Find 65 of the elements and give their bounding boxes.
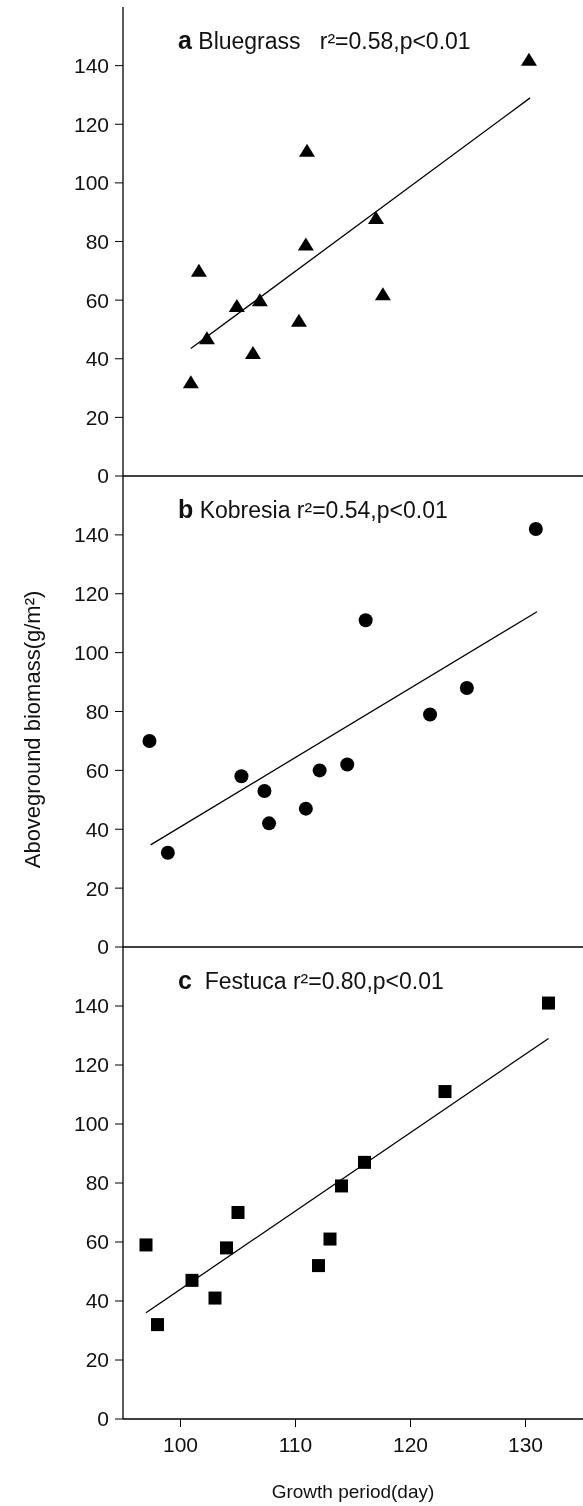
point <box>190 263 207 277</box>
y-tick-label: 80 <box>85 1171 109 1195</box>
point <box>368 211 384 225</box>
x-axis-title: Growth period(day) <box>271 1481 435 1502</box>
point <box>231 1206 245 1219</box>
point <box>358 613 373 628</box>
point <box>374 287 391 301</box>
text: a Bluegrass r²=0.58,p<0.01 <box>178 26 471 54</box>
y-tick-label: 40 <box>85 817 109 841</box>
y-tick-label: 0 <box>97 464 109 488</box>
y-tick-label: 60 <box>85 288 109 312</box>
point <box>312 1259 325 1273</box>
y-tick-label: 100 <box>73 171 109 195</box>
y-tick-label: 100 <box>73 1112 109 1136</box>
x-tick-label: 130 <box>507 1432 544 1456</box>
point <box>323 1232 337 1246</box>
y-tick-label: 20 <box>85 405 109 429</box>
point <box>220 1241 233 1255</box>
y-tick-label: 140 <box>73 523 109 547</box>
point <box>528 521 543 536</box>
point <box>423 707 438 722</box>
point <box>182 375 199 389</box>
text: c Festuca r²=0.80,p<0.01 <box>178 966 444 994</box>
point <box>299 143 315 157</box>
point <box>234 769 249 784</box>
y-tick-label: 0 <box>97 1407 109 1431</box>
point <box>139 1238 153 1252</box>
x-tick-label: 120 <box>392 1432 429 1456</box>
point <box>520 52 537 66</box>
point <box>142 733 157 748</box>
y-tick-label: 20 <box>85 876 109 900</box>
y-tick-label: 60 <box>85 1230 109 1254</box>
y-tick-label: 40 <box>85 1289 109 1313</box>
point <box>340 757 355 772</box>
point <box>228 298 245 312</box>
point <box>290 313 307 327</box>
y-tick-label: 40 <box>85 347 109 371</box>
point <box>208 1291 222 1305</box>
y-tick-label: 120 <box>73 582 109 606</box>
y-tick-label: 0 <box>97 935 109 959</box>
point <box>438 1085 452 1099</box>
y-tick-label: 80 <box>85 699 109 723</box>
point <box>160 845 175 860</box>
y-tick-label: 120 <box>73 112 109 136</box>
point <box>312 763 327 778</box>
y-axis-title: Aboveground biomass(g/m²) <box>19 590 45 869</box>
point <box>335 1179 348 1193</box>
point <box>298 801 313 816</box>
y-tick-label: 140 <box>73 994 109 1018</box>
point <box>151 1318 164 1332</box>
point <box>542 996 555 1010</box>
y-tick-label: 60 <box>85 758 109 782</box>
point <box>459 680 474 695</box>
x-tick-label: 100 <box>162 1432 199 1456</box>
point <box>257 783 272 798</box>
point <box>262 816 277 831</box>
point <box>244 345 261 359</box>
x-tick-label: 110 <box>278 1432 313 1456</box>
y-tick-label: 20 <box>85 1348 109 1372</box>
y-tick-label: 100 <box>73 641 109 665</box>
point <box>297 237 314 251</box>
y-tick-label: 140 <box>73 54 109 78</box>
y-tick-label: 80 <box>85 229 109 253</box>
text: b Kobresia r²=0.54,p<0.01 <box>178 495 448 523</box>
y-tick-label: 120 <box>73 1053 109 1077</box>
